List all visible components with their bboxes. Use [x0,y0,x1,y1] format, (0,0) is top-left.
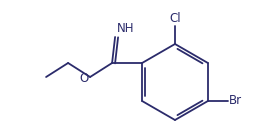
Text: Cl: Cl [169,12,181,25]
Text: Br: Br [229,95,242,107]
Text: NH: NH [117,22,135,35]
Text: O: O [80,72,89,84]
